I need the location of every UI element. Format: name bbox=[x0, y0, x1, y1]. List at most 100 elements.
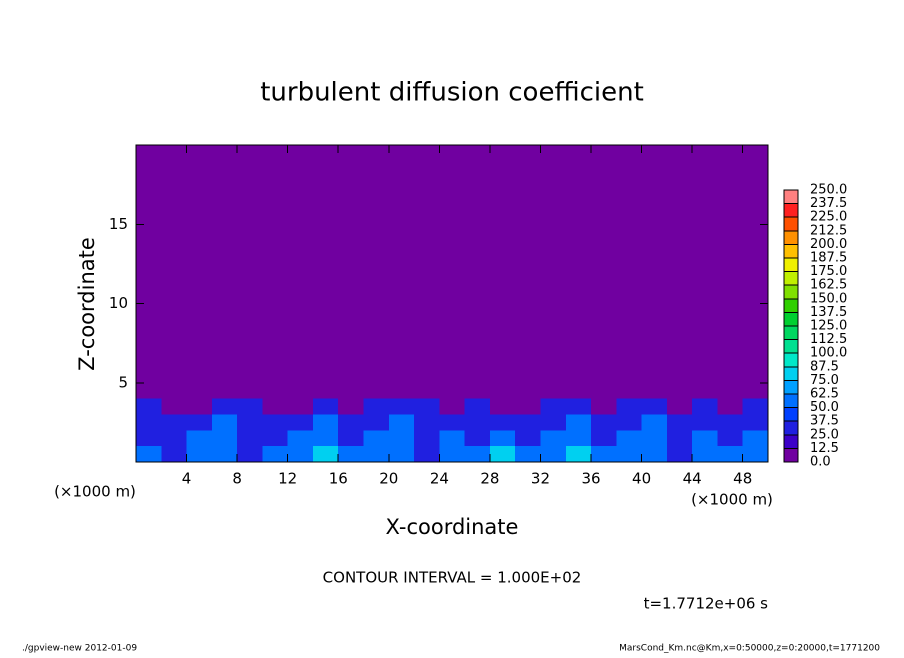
x-tick-label: 4 bbox=[182, 470, 192, 488]
heat-cell bbox=[312, 414, 339, 431]
heat-cell bbox=[388, 414, 415, 431]
x-tick-label: 48 bbox=[733, 470, 752, 488]
heat-cell bbox=[742, 430, 768, 447]
heat-cell bbox=[591, 446, 617, 462]
colorbar-label: 212.5 bbox=[810, 223, 847, 238]
heat-cell bbox=[692, 446, 718, 462]
x-tick-label: 44 bbox=[683, 470, 702, 488]
y-tick-label: 10 bbox=[109, 294, 128, 312]
heat-cell bbox=[641, 446, 667, 462]
footer-left: ./gpview-new 2012-01-09 bbox=[22, 644, 137, 654]
heat-cell bbox=[616, 446, 642, 462]
colorbar-swatch bbox=[784, 366, 798, 381]
heat-cell bbox=[237, 145, 263, 399]
colorbar-label: 62.5 bbox=[810, 387, 839, 402]
heat-cell bbox=[439, 145, 465, 399]
colorbar-swatch bbox=[784, 407, 798, 422]
y-tick-label: 5 bbox=[118, 373, 128, 391]
heat-cell bbox=[591, 145, 617, 399]
heat-cell bbox=[742, 446, 768, 462]
heat-cell bbox=[186, 398, 212, 415]
heat-cell bbox=[312, 145, 339, 399]
heat-cell bbox=[363, 145, 389, 399]
heat-cell bbox=[363, 414, 389, 431]
colorbar-label: 12.5 bbox=[810, 441, 839, 456]
heat-cell bbox=[692, 398, 718, 415]
heat-cell bbox=[489, 430, 516, 447]
colorbar-swatch bbox=[784, 244, 798, 258]
colorbar-label: 112.5 bbox=[810, 332, 847, 347]
y-unit: (×1000 m) bbox=[54, 483, 136, 501]
colorbar-swatch bbox=[784, 258, 798, 272]
heat-cell bbox=[591, 430, 617, 447]
heat-cell bbox=[666, 414, 693, 431]
colorbar-label: 237.5 bbox=[810, 196, 847, 211]
heat-cell bbox=[414, 430, 440, 447]
heat-cell bbox=[338, 430, 364, 447]
heat-cell bbox=[540, 414, 566, 431]
heat-cell bbox=[312, 446, 339, 462]
heat-cell bbox=[186, 446, 212, 462]
heat-cell bbox=[489, 446, 516, 462]
x-tick-label: 12 bbox=[278, 470, 297, 488]
colorbar-swatch bbox=[784, 298, 798, 313]
heat-cell bbox=[237, 430, 263, 447]
heat-cell bbox=[186, 145, 212, 399]
heat-cell bbox=[641, 398, 667, 415]
heat-cell bbox=[717, 446, 743, 462]
heat-cell bbox=[692, 430, 718, 447]
heat-cell bbox=[287, 145, 313, 399]
heat-cell bbox=[161, 398, 187, 415]
heat-cell bbox=[312, 398, 339, 415]
heat-cell bbox=[363, 398, 389, 415]
heat-cell bbox=[211, 446, 238, 462]
heat-cell bbox=[338, 446, 364, 462]
heat-cell bbox=[161, 145, 187, 399]
heat-cell bbox=[666, 430, 693, 447]
colorbar-label: 0.0 bbox=[810, 455, 831, 470]
heat-cell bbox=[136, 430, 162, 447]
colorbar-label: 125.0 bbox=[810, 319, 847, 334]
heat-cell bbox=[540, 145, 566, 399]
colorbar-label: 150.0 bbox=[810, 291, 847, 306]
footer-right: MarsCond_Km.nc@Km,x=0:50000,z=0:20000,t=… bbox=[619, 644, 880, 654]
heat-cell bbox=[414, 414, 440, 431]
heat-cell bbox=[742, 145, 768, 399]
heat-cell bbox=[515, 145, 541, 399]
x-tick-label: 40 bbox=[632, 470, 651, 488]
colorbar-swatch bbox=[784, 380, 798, 394]
heat-cell bbox=[262, 398, 288, 415]
chart-title: turbulent diffusion coefficient bbox=[260, 78, 644, 108]
heat-cell bbox=[312, 430, 339, 447]
heat-cell bbox=[338, 414, 364, 431]
heat-cell bbox=[565, 446, 592, 462]
colorbar-label: 87.5 bbox=[810, 359, 839, 374]
heat-cell bbox=[692, 145, 718, 399]
x-tick-label: 32 bbox=[531, 470, 550, 488]
heat-cell bbox=[262, 446, 288, 462]
colorbar-swatch bbox=[784, 434, 798, 449]
heat-cell bbox=[489, 398, 516, 415]
x-tick-label: 24 bbox=[430, 470, 449, 488]
heat-cell bbox=[186, 414, 212, 431]
heat-cell bbox=[616, 145, 642, 399]
heat-cell bbox=[565, 145, 592, 399]
colorbar-label: 162.5 bbox=[810, 278, 847, 293]
heat-cell bbox=[414, 145, 440, 399]
heat-cell bbox=[515, 398, 541, 415]
heat-cell bbox=[388, 398, 415, 415]
heat-cell bbox=[464, 414, 490, 431]
heat-cell bbox=[717, 145, 743, 399]
x-axis-label: X-coordinate bbox=[386, 515, 519, 539]
colorbar-label: 225.0 bbox=[810, 210, 847, 225]
colorbar-swatch bbox=[784, 394, 798, 408]
heat-cell bbox=[717, 398, 743, 415]
colorbar-swatch bbox=[784, 230, 798, 245]
heat-cell bbox=[237, 414, 263, 431]
heat-cell bbox=[641, 414, 667, 431]
heat-cell bbox=[717, 414, 743, 431]
colorbar-label: 200.0 bbox=[810, 237, 847, 252]
heat-cell bbox=[565, 414, 592, 431]
heat-cell bbox=[287, 414, 313, 431]
heat-cell bbox=[211, 398, 238, 415]
